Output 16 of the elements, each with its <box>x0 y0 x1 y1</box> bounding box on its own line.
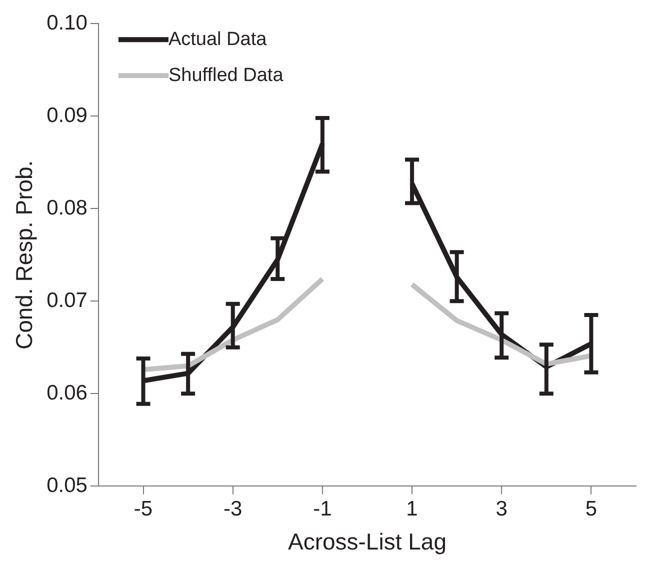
x-tick-label: 1 <box>406 498 418 521</box>
x-tick-label: -3 <box>224 498 242 521</box>
x-tick-label: -1 <box>313 498 332 521</box>
x-tick-label: 3 <box>496 498 508 521</box>
y-tick-label: 0.10 <box>46 11 88 34</box>
y-tick-label: 0.07 <box>46 288 88 312</box>
y-tick-label: 0.06 <box>46 381 88 404</box>
legend-label: Actual Data <box>168 28 268 50</box>
x-tick-label: 5 <box>585 498 598 521</box>
x-axis-title: Across-List Lag <box>288 528 446 555</box>
x-tick-label: -5 <box>134 498 153 521</box>
y-tick-label: 0.08 <box>46 196 88 220</box>
legend-label: Shuffled Data <box>168 64 284 86</box>
y-tick-label: 0.05 <box>46 474 88 497</box>
y-axis-title: Cond. Resp. Prob. <box>11 160 38 350</box>
y-tick-label: 0.09 <box>46 104 88 127</box>
